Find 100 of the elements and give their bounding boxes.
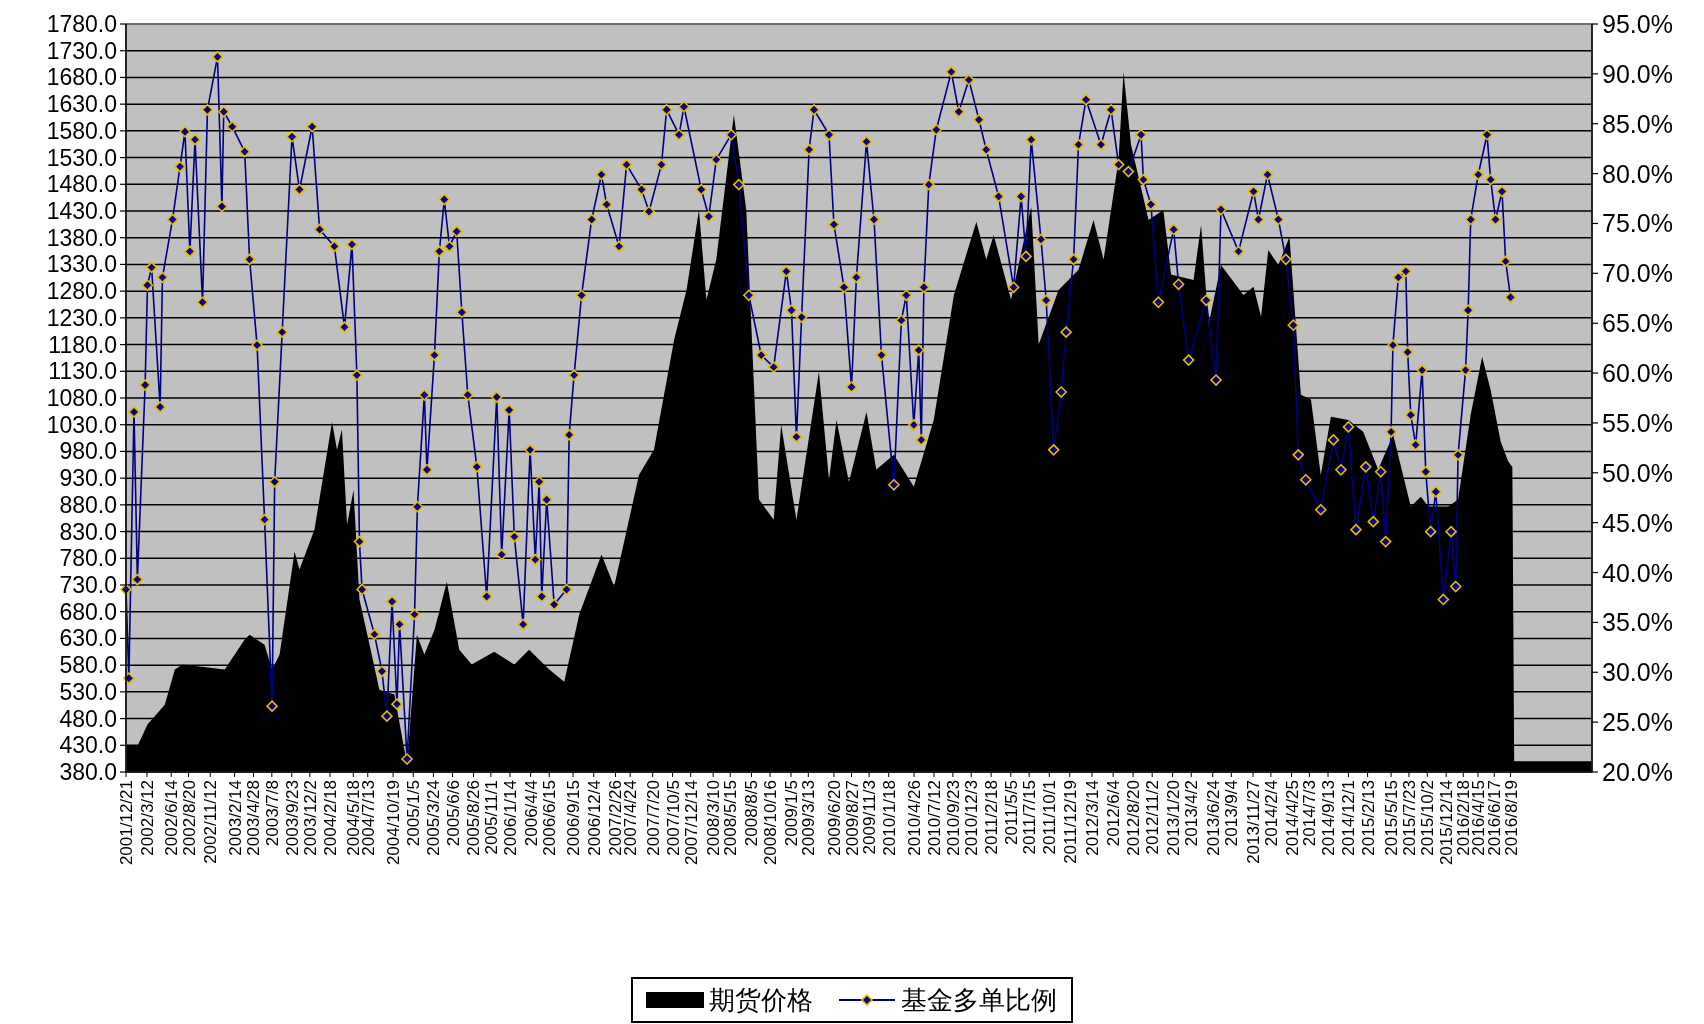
x-tick-label: 2010/7/12 — [924, 780, 944, 856]
x-tick-label: 2005/11/1 — [481, 780, 501, 855]
x-tick-label: 2009/3/13 — [799, 780, 819, 856]
y-tick-label: 1130.0 — [48, 358, 117, 385]
y-tick-label: 780.0 — [59, 545, 117, 572]
x-tick-label: 2014/7/3 — [1300, 780, 1320, 847]
y-tick-label: 1280.0 — [46, 278, 117, 305]
y2-tick-label: 70.0% — [1602, 259, 1673, 288]
y2-tick-label: 90.0% — [1602, 59, 1673, 88]
x-tick-label: 2006/12/4 — [584, 780, 604, 856]
y-tick-label: 580.0 — [59, 652, 117, 679]
legend-label: 基金多单比例 — [901, 985, 1057, 1015]
x-tick-label: 2002/3/12 — [137, 780, 157, 856]
y-tick-label: 1430.0 — [46, 198, 117, 224]
y2-tick-label: 25.0% — [1602, 708, 1673, 737]
x-tick-label: 2009/1/5 — [782, 780, 801, 847]
y2-tick-label: 40.0% — [1602, 558, 1673, 587]
x-tick-label: 2011/2/18 — [982, 780, 1002, 855]
x-tick-label: 2013/1/20 — [1163, 780, 1183, 856]
y-tick-label: 880.0 — [59, 491, 117, 518]
x-tick-label: 2009/8/27 — [842, 780, 862, 856]
x-tick-label: 2011/10/1 — [1040, 780, 1060, 855]
y2-tick-label: 75.0% — [1602, 209, 1673, 238]
x-tick-label: 2013/6/24 — [1203, 780, 1223, 856]
x-tick-label: 2014/4/25 — [1282, 780, 1302, 856]
x-tick-label: 2006/9/15 — [564, 780, 584, 856]
x-tick-label: 2006/6/15 — [540, 780, 560, 856]
x-tick-label: 2004/7/13 — [358, 780, 378, 856]
x-tick-label: 2005/6/6 — [443, 780, 463, 847]
y-tick-label: 1230.0 — [46, 304, 117, 331]
x-tick-label: 2001/12/21 — [117, 780, 136, 866]
x-tick-label: 2012/3/14 — [1082, 780, 1102, 856]
y-tick-label: 630.0 — [59, 625, 117, 652]
y-tick-label: 1630.0 — [46, 91, 117, 118]
y2-tick-label: 35.0% — [1602, 608, 1673, 637]
y2-tick-label: 85.0% — [1602, 109, 1673, 138]
x-tick-label: 2004/10/19 — [384, 780, 404, 866]
x-tick-label: 2010/9/23 — [943, 780, 963, 856]
x-tick-label: 2012/6/4 — [1104, 780, 1124, 847]
y-tick-label: 930.0 — [59, 465, 117, 492]
y-tick-label: 680.0 — [59, 598, 117, 625]
x-tick-label: 2007/10/5 — [663, 780, 683, 856]
x-tick-label: 2003/9/23 — [282, 780, 302, 856]
x-tick-label: 2013/11/27 — [1244, 780, 1264, 864]
x-tick-label: 2009/6/20 — [824, 780, 844, 856]
x-tick-label: 2013/9/4 — [1222, 780, 1242, 847]
x-tick-label: 2010/1/18 — [879, 780, 899, 856]
x-tick-label: 2011/7/15 — [1020, 780, 1040, 855]
x-tick-label: 2006/1/14 — [500, 780, 520, 856]
y2-tick-label: 55.0% — [1602, 408, 1673, 437]
x-tick-label: 2007/7/20 — [643, 780, 663, 856]
x-tick-label: 2008/5/15 — [721, 780, 741, 856]
legend-label: 期货价格 — [709, 985, 813, 1015]
x-tick-label: 2007/4/24 — [621, 780, 641, 856]
x-tick-label: 2002/6/14 — [162, 780, 182, 856]
y-tick-label: 730.0 — [59, 572, 117, 598]
x-tick-label: 2011/12/19 — [1060, 780, 1080, 864]
x-tick-label: 2008/3/10 — [704, 780, 724, 856]
x-tick-label: 2014/2/4 — [1261, 780, 1281, 847]
x-tick-label: 2010/4/26 — [905, 780, 925, 856]
x-tick-label: 2013/4/2 — [1182, 780, 1202, 847]
y-tick-label: 1780.0 — [46, 11, 117, 37]
x-tick-label: 2007/12/14 — [681, 780, 701, 866]
y2-tick-label: 60.0% — [1602, 359, 1673, 388]
y-tick-label: 1030.0 — [46, 411, 117, 438]
y-tick-label: 530.0 — [59, 678, 117, 705]
x-tick-label: 2015/5/15 — [1382, 780, 1402, 856]
x-tick-label: 2008/10/16 — [761, 780, 781, 866]
y2-tick-label: 20.0% — [1602, 758, 1673, 786]
y-tick-label: 1480.0 — [46, 171, 117, 198]
x-tick-label: 2008/8/5 — [742, 780, 762, 847]
x-tick-label: 2003/2/14 — [225, 780, 245, 856]
y-tick-label: 980.0 — [59, 438, 117, 465]
y2-tick-label: 50.0% — [1602, 458, 1673, 487]
y-tick-label: 830.0 — [59, 518, 117, 545]
x-tick-label: 2002/8/20 — [179, 780, 199, 856]
y2-tick-label: 95.0% — [1602, 10, 1673, 38]
x-tick-label: 2004/2/18 — [321, 780, 340, 856]
y-tick-label: 1080.0 — [46, 385, 117, 411]
y-tick-label: 1580.0 — [46, 117, 117, 144]
y2-tick-label: 65.0% — [1602, 309, 1673, 338]
y-tick-label: 430.0 — [59, 732, 117, 759]
x-tick-label: 2005/3/24 — [424, 780, 444, 856]
x-tick-label: 2016/4/15 — [1468, 780, 1488, 856]
x-tick-label: 2011/5/5 — [1001, 780, 1021, 845]
y-tick-label: 1680.0 — [46, 64, 117, 91]
x-tick-label: 2002/11/12 — [201, 780, 221, 864]
x-tick-label: 2003/4/28 — [244, 780, 264, 856]
x-tick-label: 2015/7/23 — [1399, 780, 1419, 856]
x-tick-label: 2015/2/13 — [1358, 780, 1378, 856]
x-tick-label: 2015/10/2 — [1418, 780, 1438, 856]
x-tick-label: 2012/11/2 — [1143, 780, 1163, 855]
y-tick-label: 480.0 — [59, 705, 117, 732]
y-tick-label: 1180.0 — [48, 331, 117, 358]
x-tick-label: 2014/9/13 — [1319, 780, 1339, 856]
y-tick-label: 1380.0 — [46, 224, 117, 251]
y2-tick-label: 80.0% — [1602, 159, 1673, 188]
y-tick-label: 1330.0 — [46, 251, 117, 278]
y-tick-label: 380.0 — [59, 759, 117, 785]
y2-tick-label: 45.0% — [1602, 508, 1673, 537]
